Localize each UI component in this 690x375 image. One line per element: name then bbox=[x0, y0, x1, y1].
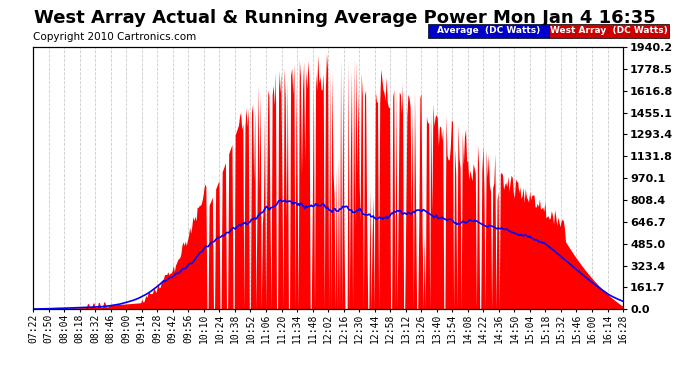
Text: West Array  (DC Watts): West Array (DC Watts) bbox=[550, 26, 668, 36]
Text: Average  (DC Watts): Average (DC Watts) bbox=[437, 26, 540, 36]
Text: West Array Actual & Running Average Power Mon Jan 4 16:35: West Array Actual & Running Average Powe… bbox=[34, 9, 656, 27]
Text: Copyright 2010 Cartronics.com: Copyright 2010 Cartronics.com bbox=[33, 32, 197, 42]
